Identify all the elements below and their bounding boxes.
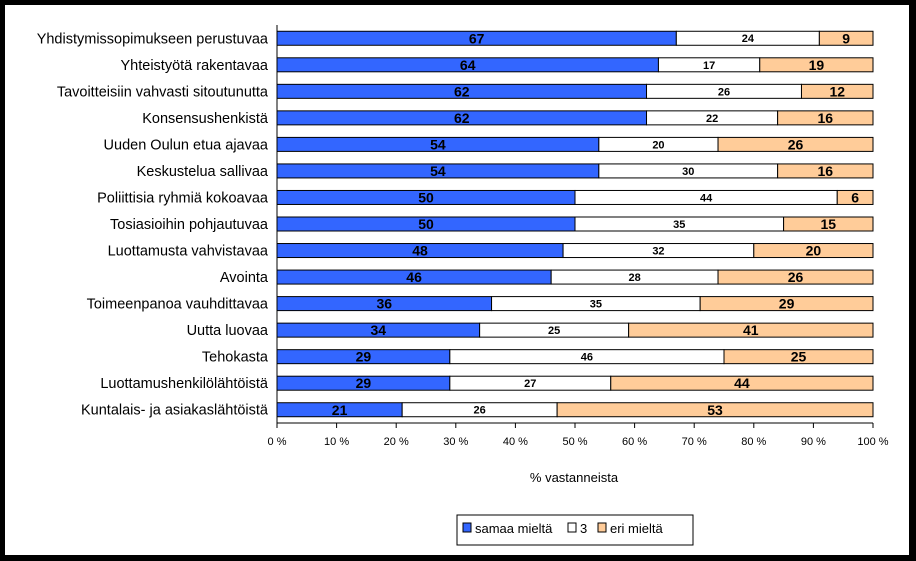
category-label: Yhteistyötä rakentavaa	[120, 58, 268, 74]
data-label: 9	[842, 30, 850, 46]
category-label: Luottamusta vahvistavaa	[108, 244, 269, 260]
category-label: Avointa	[220, 270, 269, 286]
data-label: 12	[829, 83, 845, 99]
data-label: 62	[454, 83, 470, 99]
data-label: 27	[524, 378, 536, 390]
bar-segment	[699, 296, 874, 312]
category-label: Konsensushenkistä	[142, 111, 269, 127]
data-label: 54	[430, 163, 446, 179]
category-label: Tavoitteisiin vahvasti sitoutunutta	[57, 84, 269, 100]
data-label: 62	[454, 110, 470, 126]
category-label: Kuntalais- ja asiakaslähtöistä	[81, 403, 269, 419]
x-tick-label: 0 %	[268, 436, 287, 448]
data-label: 25	[791, 349, 807, 365]
bar-segment	[777, 163, 874, 179]
data-label: 22	[706, 113, 718, 125]
category-labels: Yhdistymissopimukseen perustuvaa Yhteisty…	[37, 31, 269, 418]
data-label: 20	[652, 139, 664, 151]
data-label: 26	[788, 269, 804, 285]
category-label: Toimeenpanoa vauhdittavaa	[87, 297, 269, 313]
bar-segment	[836, 189, 874, 205]
legend-label: samaa mieltä	[475, 521, 553, 536]
data-label: 29	[779, 296, 795, 312]
data-label: 16	[818, 110, 834, 126]
bar-segment	[777, 110, 874, 126]
chart-frame: 67 24 9 64 17 19 62 26 12 62 22 16 54 20 26 54 30 16 50 44 6…	[5, 5, 909, 555]
x-axis-label: % vastanneista	[530, 470, 619, 485]
x-tick-label: 30 %	[443, 436, 468, 448]
data-label: 24	[742, 33, 755, 45]
category-label: Tehokasta	[202, 350, 269, 366]
data-label: 44	[734, 375, 750, 391]
bar-segment	[783, 216, 874, 232]
data-label: 35	[590, 299, 602, 311]
bar-segment	[628, 322, 874, 338]
data-label: 21	[332, 402, 348, 418]
category-label: Uutta luovaa	[187, 323, 269, 339]
category-label: Poliittisia ryhmiä kokoavaa	[97, 190, 269, 206]
category-label: Luottamushenkilölähtöistä	[100, 376, 269, 392]
data-label: 53	[707, 402, 723, 418]
category-label: Uuden Oulun etua ajavaa	[104, 137, 269, 153]
data-label: 20	[806, 243, 822, 259]
x-tick-label: 90 %	[801, 436, 826, 448]
data-label: 28	[628, 272, 640, 284]
data-label: 35	[673, 219, 685, 231]
legend: samaa mieltä 3 eri mieltä	[456, 514, 694, 546]
data-label: 46	[406, 269, 422, 285]
data-label: 50	[418, 216, 434, 232]
legend-swatch	[597, 522, 607, 533]
data-label: 54	[430, 136, 446, 152]
data-label: 19	[809, 57, 825, 73]
data-label: 26	[474, 405, 486, 417]
data-label: 26	[788, 136, 804, 152]
data-label: 26	[718, 86, 730, 98]
data-label: 17	[703, 60, 715, 72]
legend-swatch	[567, 522, 577, 533]
data-label: 6	[851, 190, 859, 206]
legend-swatch	[462, 522, 472, 533]
data-label: 29	[356, 375, 372, 391]
x-tick-label: 40 %	[503, 436, 528, 448]
data-label: 50	[418, 190, 434, 206]
data-label: 15	[821, 216, 837, 232]
bar-segment	[753, 243, 874, 259]
bar-segment	[717, 136, 874, 152]
data-label: 29	[356, 349, 372, 365]
data-label: 67	[469, 30, 485, 46]
data-label: 44	[700, 192, 713, 204]
data-label: 25	[548, 325, 560, 337]
bar-segment	[759, 57, 874, 73]
data-label: 46	[581, 352, 593, 364]
bar-segment	[800, 83, 874, 99]
legend-label: 3	[580, 521, 587, 536]
bar-segment	[723, 349, 874, 365]
data-label: 30	[682, 166, 694, 178]
bar-segment	[556, 402, 874, 418]
category-label: Tosiasioihin pohjautuvaa	[110, 217, 269, 233]
x-tick-label: 20 %	[384, 436, 409, 448]
category-label: Yhdistymissopimukseen perustuvaa	[37, 31, 269, 47]
legend-label: eri mieltä	[610, 521, 664, 536]
x-tick-label: 10 %	[324, 436, 349, 448]
data-label: 16	[818, 163, 834, 179]
category-label: Keskustelua sallivaa	[137, 164, 269, 180]
x-tick-label: 70 %	[682, 436, 707, 448]
x-tick-label: 60 %	[622, 436, 647, 448]
bar-segment	[818, 30, 874, 46]
data-label: 48	[412, 243, 428, 259]
data-label: 36	[376, 296, 392, 312]
data-label: 32	[652, 245, 664, 257]
x-tick-label: 100 %	[857, 436, 888, 448]
x-tick-label: 50 %	[562, 436, 587, 448]
bar-segment	[717, 269, 874, 285]
x-tick-label: 80 %	[741, 436, 766, 448]
data-label: 34	[371, 322, 387, 338]
data-label: 41	[743, 322, 759, 338]
data-label: 64	[460, 57, 476, 73]
x-axis: 0 % 10 % 20 % 30 % 40 % 50 % 60 % 70 % 80 % 90 % 1…	[268, 25, 889, 448]
bar-segment	[610, 375, 874, 391]
